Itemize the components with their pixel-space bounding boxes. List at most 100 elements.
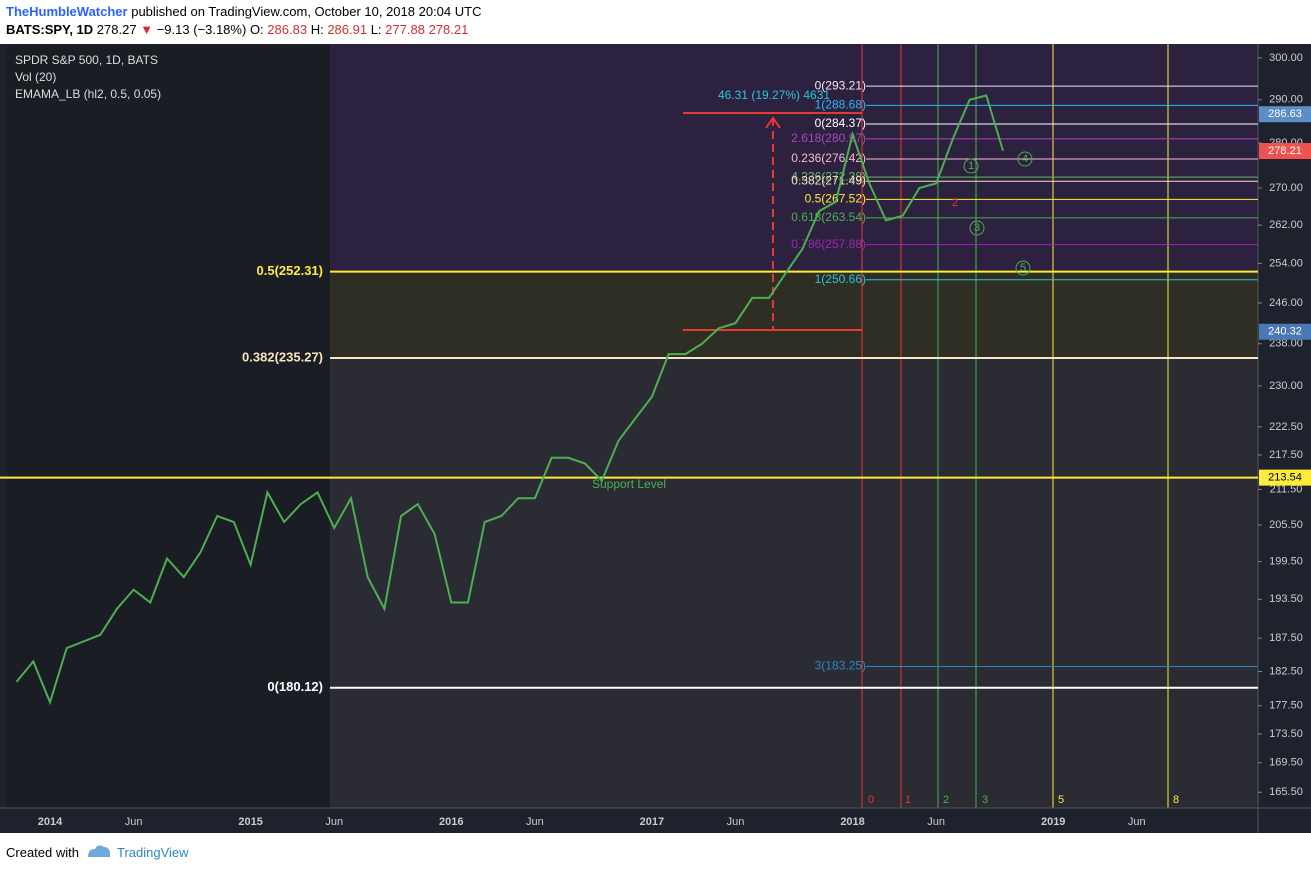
- y-tick-label: 165.50: [1269, 786, 1303, 798]
- wave-circle: [969, 220, 985, 236]
- cycle-label: 5: [1058, 794, 1064, 806]
- price-line: [15, 94, 1004, 706]
- fib-label: 0.5(267.52): [805, 192, 866, 206]
- price-tag: [1259, 143, 1311, 160]
- cycle-label: 3: [982, 794, 988, 806]
- x-tick-label: 2016: [439, 816, 463, 828]
- ticker-line: BATS:SPY, 1D 278.27 ▼ −9.13 (−3.18%) O: …: [6, 22, 468, 37]
- fib-label: 0.236(276.42): [791, 151, 866, 165]
- x-tick-label: Jun: [125, 816, 143, 828]
- cycle-lines: [861, 44, 1169, 808]
- down-arrow: ▼: [140, 22, 154, 37]
- ohlc-key: H:: [310, 22, 324, 37]
- wave-circle: [1015, 260, 1031, 276]
- price-tag: [1259, 323, 1311, 340]
- x-tick-label: Jun: [927, 816, 945, 828]
- y-tick-label: 270.00: [1269, 182, 1303, 194]
- x-tick-label: 2017: [640, 816, 664, 828]
- close-value: 278.21: [428, 22, 469, 37]
- cycle-label: 0: [868, 794, 874, 806]
- wave-label: 4: [1022, 153, 1028, 165]
- y-tick-label: 238.00: [1269, 338, 1303, 350]
- author[interactable]: TheHumbleWatcher: [6, 4, 128, 19]
- y-tick-label: 290.00: [1269, 94, 1303, 106]
- arrow-head: [765, 116, 781, 129]
- price-tag-label: 213.54: [1268, 472, 1302, 484]
- y-tick-label: 217.50: [1269, 449, 1303, 461]
- fib-label: 0.382(271.49): [791, 173, 866, 187]
- published: published on TradingView.com, October 10…: [131, 4, 482, 19]
- wave-label: 2: [952, 197, 958, 209]
- wave-circle: [963, 158, 979, 174]
- chart: SPDR S&P 500, 1D, BATS Vol (20) EMAMA_LB…: [0, 44, 1311, 833]
- publish-line: TheHumbleWatcher published on TradingVie…: [6, 4, 481, 19]
- symbol: BATS:SPY, 1D: [6, 22, 94, 37]
- wave-label: 5: [1020, 262, 1026, 274]
- y-tick-label: 254.00: [1269, 257, 1303, 269]
- cycle-label: 1: [905, 794, 911, 806]
- ohlc-key: O:: [249, 22, 264, 37]
- x-tick-label: Jun: [325, 816, 343, 828]
- measure-label: 46.31 (19.27%) 4631: [718, 88, 830, 102]
- fib-label: 1(288.68): [815, 98, 866, 112]
- support-label: Support Level: [592, 477, 666, 491]
- fib-label: 1(250.66): [815, 272, 866, 286]
- header: TheHumbleWatcher published on TradingVie…: [0, 0, 1311, 44]
- shade-region-top: [330, 44, 1258, 271]
- y-tick-label: 222.50: [1269, 421, 1303, 433]
- y-tick-label: 177.50: [1269, 700, 1303, 712]
- wave-label: 3: [974, 222, 980, 234]
- measure-box: [683, 112, 862, 331]
- fib-label: 0.5(252.31): [257, 263, 324, 278]
- logo: [88, 845, 111, 857]
- indicator-label: EMAMA_LB (hl2, 0.5, 0.05): [15, 87, 161, 101]
- x-tick-label: 2015: [238, 816, 262, 828]
- ohlc-value: 286.83: [267, 22, 308, 37]
- fib-label: 0(284.37): [815, 116, 866, 130]
- price-tag: [1259, 106, 1311, 123]
- y-tick-label: 199.50: [1269, 555, 1303, 567]
- price-tag: [1259, 469, 1311, 486]
- fib-label: 0(293.21): [815, 78, 866, 92]
- change: −9.13 (−3.18%): [156, 22, 247, 37]
- brand[interactable]: TradingView: [117, 845, 189, 860]
- x-tick-label: 2019: [1041, 816, 1065, 828]
- created-with: Created with: [6, 845, 79, 860]
- ohlc-value: 277.88: [385, 22, 425, 37]
- fib-label: 3(183.25): [815, 659, 866, 673]
- y-tick-label: 182.50: [1269, 665, 1303, 677]
- ohlc-value: 286.91: [327, 22, 368, 37]
- price-tag-label: 278.21: [1268, 145, 1302, 157]
- cycle-label: 2: [943, 794, 949, 806]
- indicator-label: Vol (20): [15, 70, 56, 84]
- price-tag-label: 240.32: [1268, 326, 1302, 338]
- fib-label: 2.618(280.97): [791, 131, 866, 145]
- price-tag-label: 286.63: [1268, 108, 1302, 120]
- y-tick-label: 187.50: [1269, 632, 1303, 644]
- footer: Created with TradingView: [0, 833, 1311, 870]
- y-tick-label: 205.50: [1269, 519, 1303, 531]
- x-tick-label: 2018: [840, 816, 864, 828]
- y-tick-label: 211.50: [1270, 483, 1303, 495]
- y-tick-label: 230.00: [1269, 380, 1303, 392]
- x-tick-label: Jun: [727, 816, 745, 828]
- wave-circle: [1017, 151, 1033, 167]
- chart-title: SPDR S&P 500, 1D, BATS: [15, 53, 158, 67]
- y-tick-label: 246.00: [1269, 297, 1303, 309]
- y-tick-label: 262.00: [1269, 219, 1303, 231]
- fib-label: 0.618(263.54): [791, 210, 866, 224]
- wave-label: 1: [968, 160, 974, 172]
- logo-cloud: [88, 845, 111, 857]
- fib-label: 0(180.12): [267, 679, 323, 694]
- y-tick-label: 300.00: [1269, 52, 1303, 64]
- y-tick-label: 193.50: [1269, 593, 1303, 605]
- y-tick-label: 169.50: [1269, 757, 1303, 769]
- x-tick-label: Jun: [526, 816, 544, 828]
- y-tick-label: 173.50: [1269, 728, 1303, 740]
- shade-region-box: [330, 271, 1258, 357]
- x-tick-label: 2014: [38, 816, 63, 828]
- ohlc-key: L:: [370, 22, 382, 37]
- x-tick-label: Jun: [1128, 816, 1146, 828]
- fib-label: 0.382(235.27): [242, 349, 323, 364]
